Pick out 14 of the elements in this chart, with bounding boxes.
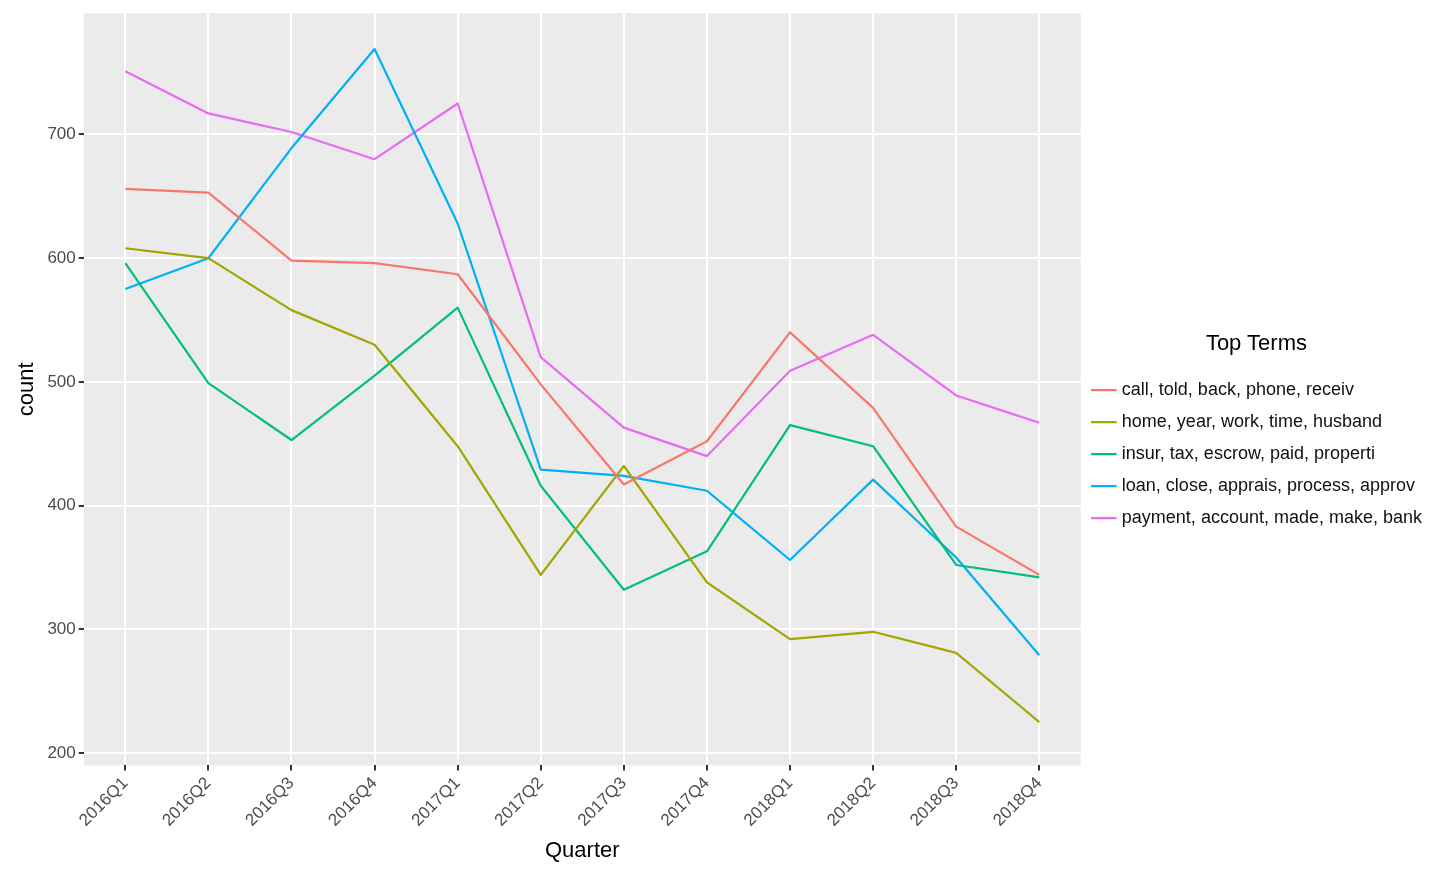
y-tick-label: 700 bbox=[47, 124, 76, 144]
legend-label: insur, tax, escrow, paid, properti bbox=[1121, 443, 1375, 464]
y-tick-label: 300 bbox=[47, 619, 76, 638]
y-tick-label: 600 bbox=[47, 247, 76, 267]
y-tick-label: 400 bbox=[47, 495, 76, 515]
x-axis-title: Quarter bbox=[545, 836, 620, 862]
y-tick-label: 200 bbox=[47, 742, 76, 762]
y-axis-title: count bbox=[13, 362, 39, 417]
legend-label: home, year, work, time, husband bbox=[1121, 411, 1382, 432]
legend-label: call, told, back, phone, receiv bbox=[1121, 379, 1354, 400]
legend-title: Top Terms bbox=[1205, 329, 1307, 355]
y-tick-label: 500 bbox=[47, 371, 76, 391]
legend-label: loan, close, apprais, process, approv bbox=[1121, 475, 1416, 496]
legend-label: payment, account, made, make, bank bbox=[1121, 507, 1423, 528]
